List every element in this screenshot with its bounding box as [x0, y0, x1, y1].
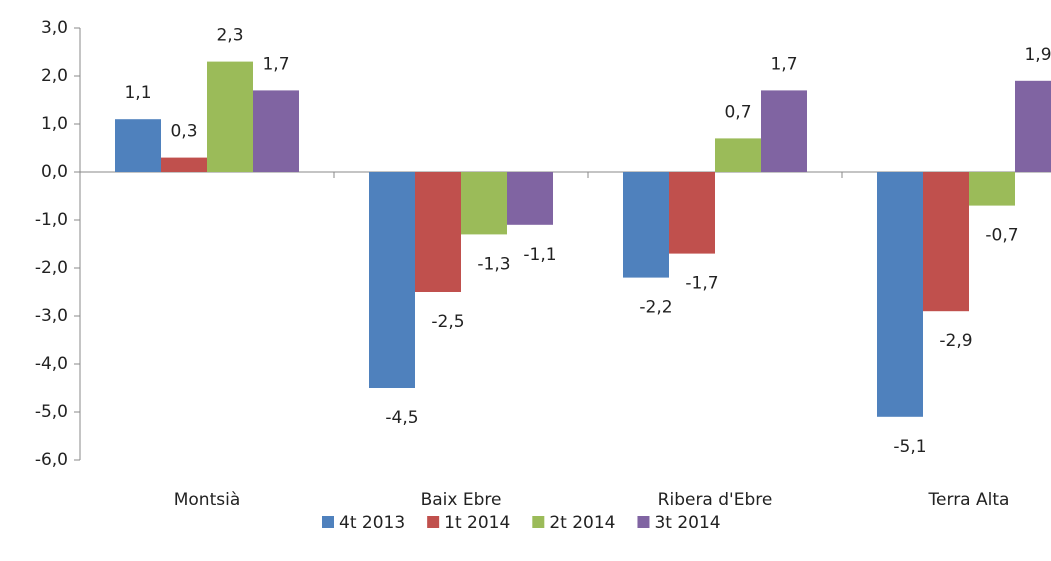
legend-label: 1t 2014 — [444, 513, 510, 533]
data-label: -4,5 — [385, 408, 418, 428]
bar — [507, 172, 553, 225]
data-label: -0,7 — [985, 226, 1018, 246]
legend-swatch — [322, 516, 334, 528]
legend-swatch — [532, 516, 545, 528]
bar — [369, 172, 415, 388]
data-label: 1,7 — [262, 54, 289, 74]
legend-label: 2t 2014 — [549, 513, 615, 533]
data-label: -2,5 — [431, 312, 464, 332]
bar — [415, 172, 461, 292]
data-label: -5,1 — [893, 437, 926, 457]
data-label: 1,7 — [770, 54, 797, 74]
x-tick-label: Montsià — [174, 490, 241, 510]
y-tick-label: -5,0 — [35, 402, 68, 422]
y-tick-label: 1,0 — [41, 114, 68, 134]
bar — [877, 172, 923, 417]
bar — [669, 172, 715, 254]
y-tick-label: -2,0 — [35, 258, 68, 278]
y-tick-label: -1,0 — [35, 210, 68, 230]
x-tick-label: Terra Alta — [928, 490, 1010, 510]
bar — [623, 172, 669, 278]
y-tick-label: -6,0 — [35, 450, 68, 470]
y-tick-label: 0,0 — [41, 162, 68, 182]
legend-label: 3t 2014 — [654, 513, 720, 533]
legend-swatch — [427, 516, 440, 528]
data-label: 1,1 — [124, 83, 151, 103]
data-label: 0,7 — [724, 102, 751, 122]
bar — [253, 90, 299, 172]
data-label: 2,3 — [216, 26, 243, 46]
x-tick-label: Baix Ebre — [421, 490, 502, 510]
y-tick-label: -4,0 — [35, 354, 68, 374]
data-label: -2,2 — [639, 298, 672, 318]
x-tick-label: Ribera d'Ebre — [658, 490, 773, 510]
data-label: -1,3 — [477, 254, 510, 274]
bar — [761, 90, 807, 172]
bar — [207, 61, 253, 172]
data-label: -1,7 — [685, 274, 718, 294]
y-tick-label: 3,0 — [41, 18, 68, 38]
y-tick-label: -3,0 — [35, 306, 68, 326]
data-label: 1,9 — [1024, 45, 1051, 65]
bar — [715, 138, 761, 172]
y-tick-label: 2,0 — [41, 66, 68, 86]
legend-label: 4t 2013 — [339, 513, 405, 533]
legend-swatch — [637, 516, 650, 528]
bar — [161, 157, 207, 172]
data-label: 0,3 — [170, 122, 197, 142]
bar — [969, 172, 1015, 206]
bar — [1015, 80, 1051, 172]
bar — [115, 119, 161, 172]
data-label: -2,9 — [939, 331, 972, 351]
bar — [461, 172, 507, 235]
data-label: -1,1 — [523, 245, 556, 265]
bar — [923, 172, 969, 312]
